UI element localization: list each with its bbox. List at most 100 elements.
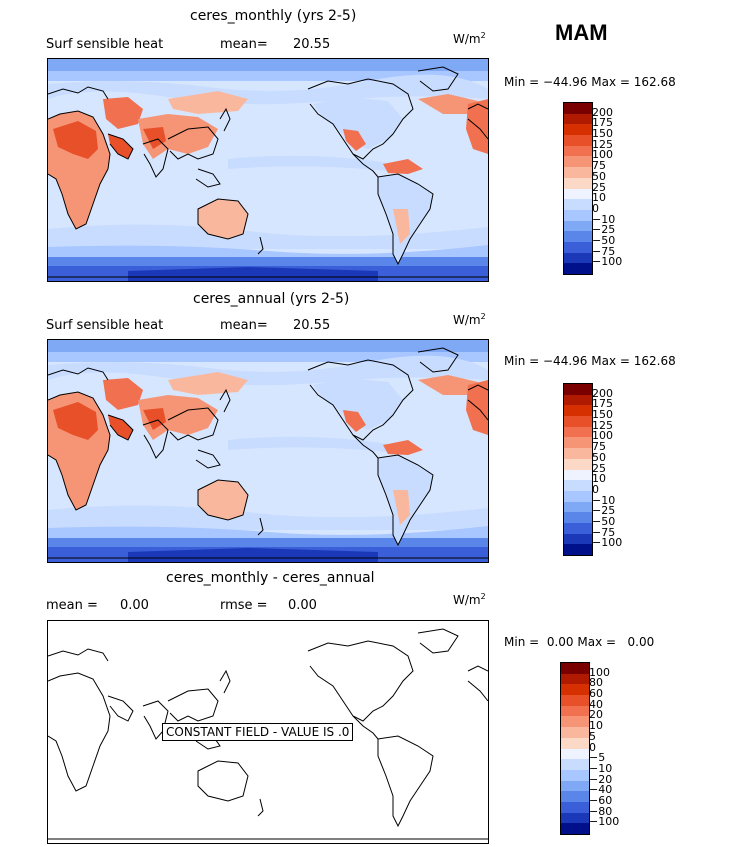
colorbar-tick-label: −60 bbox=[589, 793, 613, 807]
colorbar-segment bbox=[564, 544, 592, 555]
colorbar-segment bbox=[561, 791, 589, 802]
colorbar-segment bbox=[564, 384, 592, 395]
panel2-variable-label: Surf sensible heat bbox=[46, 318, 164, 333]
colorbar-segment bbox=[564, 220, 592, 232]
colorbar-segment bbox=[561, 727, 589, 738]
colorbar-tick-label: 0 bbox=[589, 740, 596, 754]
panel3-mean-value: 0.00 bbox=[120, 598, 149, 613]
colorbar-tick-label: 20 bbox=[589, 708, 603, 722]
colorbar-segment bbox=[564, 501, 592, 513]
panel3-min-max: Min = 0.00 Max = 0.00 bbox=[504, 635, 655, 649]
colorbar-tick-label: −100 bbox=[589, 815, 620, 829]
colorbar-segment bbox=[561, 673, 589, 685]
colorbar-tick-label: 100 bbox=[589, 665, 610, 679]
colorbar-tick-label: −10 bbox=[592, 212, 616, 226]
colorbar-tick-label: 150 bbox=[592, 127, 613, 141]
colorbar-tick-label: −80 bbox=[589, 804, 613, 818]
colorbar-tick-label: −10 bbox=[592, 493, 616, 507]
panel2-map bbox=[47, 339, 489, 563]
colorbar-tick-label: 100 bbox=[592, 429, 613, 443]
colorbar-segment bbox=[564, 231, 592, 242]
colorbar-segment bbox=[564, 522, 592, 534]
colorbar-segment bbox=[564, 135, 592, 146]
colorbar-segment bbox=[564, 145, 592, 157]
colorbar-segment bbox=[564, 490, 592, 502]
colorbar-segment bbox=[561, 705, 589, 717]
colorbar-segment bbox=[564, 241, 592, 253]
colorbar-segment bbox=[564, 437, 592, 449]
panel2-colorbar bbox=[563, 383, 593, 556]
colorbar-segment bbox=[564, 533, 592, 545]
colorbar-segment bbox=[561, 769, 589, 781]
colorbar-segment bbox=[564, 188, 592, 200]
colorbar-segment bbox=[561, 780, 589, 792]
colorbar-segment bbox=[564, 480, 592, 491]
colorbar-segment bbox=[564, 448, 592, 459]
colorbar-segment bbox=[564, 405, 592, 417]
colorbar-segment bbox=[564, 394, 592, 406]
panel1-map bbox=[47, 58, 489, 282]
panel1-mean-value: 20.55 bbox=[293, 37, 331, 52]
panel1-variable-label: Surf sensible heat bbox=[46, 37, 164, 52]
colorbar-tick-label: 0 bbox=[592, 482, 599, 496]
colorbar-segment bbox=[561, 737, 589, 749]
panel1-mean-label: mean= bbox=[220, 37, 268, 52]
colorbar-segment bbox=[564, 103, 592, 114]
panel2-title: ceres_annual (yrs 2-5) bbox=[193, 291, 350, 307]
panel1-units: W/m2 bbox=[453, 31, 486, 46]
colorbar-tick-label: −10 bbox=[589, 761, 613, 775]
colorbar-tick-label: 40 bbox=[589, 697, 603, 711]
colorbar-segment bbox=[561, 748, 589, 760]
colorbar-tick-label: −100 bbox=[592, 255, 623, 269]
colorbar-segment bbox=[564, 416, 592, 427]
colorbar-tick-label: −75 bbox=[592, 525, 616, 539]
colorbar-tick-label: 125 bbox=[592, 137, 613, 151]
colorbar-segment bbox=[564, 209, 592, 221]
season-label: MAM bbox=[555, 20, 608, 45]
colorbar-tick-label: −25 bbox=[592, 504, 616, 518]
colorbar-tick-label: 10 bbox=[589, 719, 603, 733]
colorbar-tick-label: 25 bbox=[592, 461, 606, 475]
colorbar-tick-label: 150 bbox=[592, 408, 613, 422]
panel2-min-max: Min = −44.96 Max = 162.68 bbox=[504, 354, 676, 368]
panel1-title: ceres_monthly (yrs 2-5) bbox=[190, 8, 357, 24]
panel3-rmse-label: rmse = bbox=[220, 598, 268, 613]
colorbar-tick-label: 100 bbox=[592, 148, 613, 162]
panel3-rmse-value: 0.00 bbox=[288, 598, 317, 613]
panel1-map-field bbox=[48, 59, 488, 281]
colorbar-segment bbox=[564, 156, 592, 168]
colorbar-segment bbox=[564, 469, 592, 481]
colorbar-segment bbox=[561, 812, 589, 824]
panel3-units: W/m2 bbox=[453, 592, 486, 607]
colorbar-segment bbox=[564, 177, 592, 189]
colorbar-segment bbox=[561, 663, 589, 674]
panel2-units: W/m2 bbox=[453, 312, 486, 327]
colorbar-tick-label: 125 bbox=[592, 418, 613, 432]
colorbar-segment bbox=[564, 512, 592, 523]
panel1-colorbar bbox=[563, 102, 593, 275]
colorbar-segment bbox=[561, 716, 589, 728]
panel3-title: ceres_monthly - ceres_annual bbox=[166, 570, 375, 586]
colorbar-tick-label: 200 bbox=[592, 386, 613, 400]
colorbar-tick-label: 200 bbox=[592, 105, 613, 119]
colorbar-tick-label: −75 bbox=[592, 244, 616, 258]
colorbar-tick-label: 0 bbox=[592, 201, 599, 215]
colorbar-tick-label: 175 bbox=[592, 397, 613, 411]
colorbar-segment bbox=[564, 252, 592, 264]
colorbar-tick-label: −5 bbox=[589, 751, 606, 765]
colorbar-tick-label: −40 bbox=[589, 783, 613, 797]
colorbar-segment bbox=[561, 759, 589, 770]
colorbar-tick-label: 75 bbox=[592, 159, 606, 173]
colorbar-tick-label: 50 bbox=[592, 169, 606, 183]
colorbar-tick-label: −100 bbox=[592, 536, 623, 550]
panel3-mean-label: mean = bbox=[46, 598, 98, 613]
colorbar-tick-label: 25 bbox=[592, 180, 606, 194]
colorbar-tick-label: 10 bbox=[592, 472, 606, 486]
colorbar-segment bbox=[561, 801, 589, 813]
colorbar-tick-label: −50 bbox=[592, 514, 616, 528]
colorbar-tick-label: 10 bbox=[592, 191, 606, 205]
colorbar-tick-label: −50 bbox=[592, 233, 616, 247]
panel2-mean-label: mean= bbox=[220, 318, 268, 333]
colorbar-tick-label: 5 bbox=[589, 729, 596, 743]
colorbar-tick-label: 80 bbox=[589, 676, 603, 690]
